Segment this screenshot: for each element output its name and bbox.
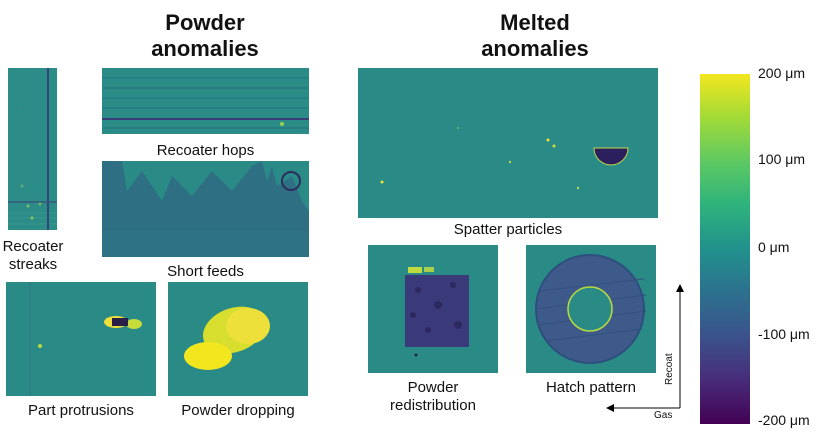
colorbar-tick-neg100: -100 μm — [758, 326, 810, 342]
powder-anomalies-heading: Powder anomalies — [151, 10, 259, 61]
powder-redistribution-caption: Powder redistribution — [390, 379, 476, 414]
melted-anomalies-heading: Melted anomalies — [481, 10, 589, 61]
gas-direction-label: Gas — [654, 410, 673, 421]
recoater-hops-caption: Recoater hops — [156, 142, 255, 159]
part-protrusions-image — [6, 282, 156, 396]
colorbar-tick-200: 200 μm — [758, 65, 805, 81]
colorbar-tick-0: 0 μm — [758, 239, 790, 255]
recoater-streaks-image — [8, 68, 57, 230]
short-feeds-image — [102, 161, 309, 257]
recoat-direction-label: Recoat — [664, 353, 675, 385]
colorbar — [700, 74, 750, 424]
direction-axes — [602, 284, 688, 414]
colorbar-tick-100: 100 μm — [758, 151, 805, 167]
part-protrusions-caption: Part protrusions — [28, 402, 134, 419]
spatter-particles-image — [358, 68, 658, 218]
colorbar-tick-neg200: -200 μm — [758, 412, 810, 428]
hatch-pattern-image — [526, 245, 656, 373]
spatter-particles-caption: Spatter particles — [453, 221, 563, 238]
recoater-hops-image — [102, 68, 309, 134]
hatch-pattern-caption: Hatch pattern — [545, 379, 637, 396]
powder-dropping-image — [168, 282, 308, 396]
powder-redistribution-image — [368, 245, 498, 373]
powder-dropping-caption: Powder dropping — [181, 402, 295, 419]
short-feeds-caption: Short feeds — [167, 263, 244, 280]
recoater-streaks-caption: Recoater streaks — [2, 238, 64, 273]
